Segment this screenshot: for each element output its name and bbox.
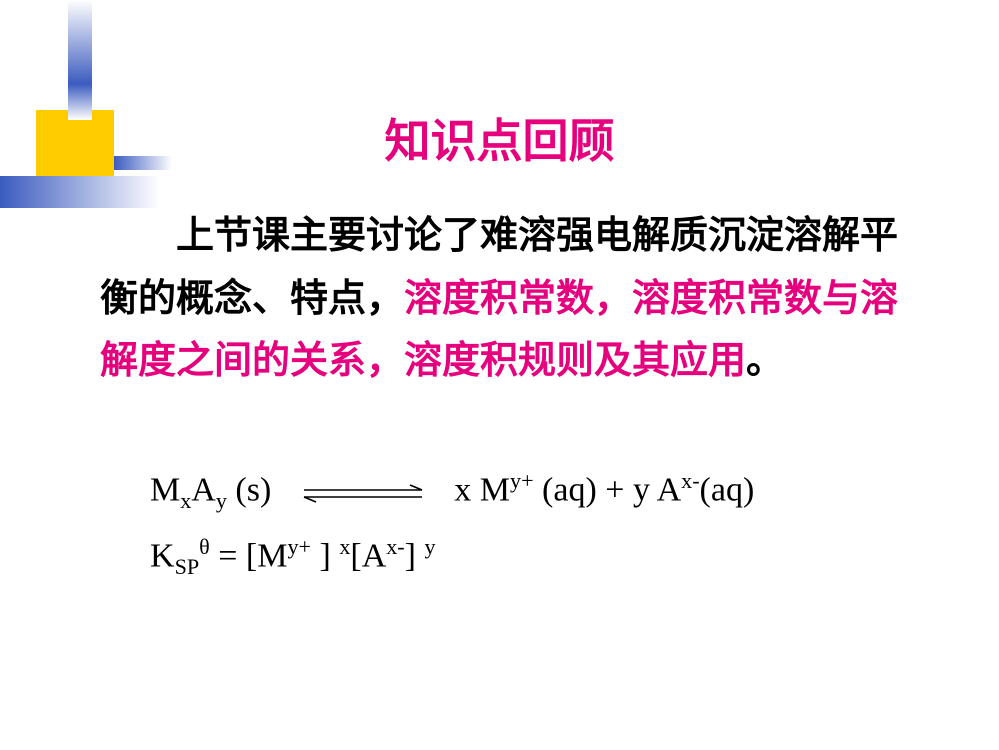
slide-container: 知识点回顾 上节课主要讨论了难溶强电解质沉淀溶解平衡的概念、特点，溶度积常数，溶…: [0, 0, 999, 750]
species-M: M: [150, 471, 180, 508]
deco-blue-bar-lower: [0, 176, 160, 208]
sub-x: x: [180, 488, 191, 513]
ion-M: M: [480, 471, 510, 508]
charge-xminus: x-: [681, 468, 699, 493]
slide-title: 知识点回顾: [0, 105, 999, 171]
ksp-exp-y: y: [424, 534, 435, 559]
ksp-K: K: [150, 537, 175, 574]
ksp-A-charge: x-: [386, 534, 404, 559]
state-aq1: (aq) +: [534, 471, 633, 508]
formula-block: MxAy (s) x My+ (aq) + y Ax-(aq) KSPθ = […: [150, 468, 754, 600]
ksp-sub-sp: SP: [175, 554, 200, 579]
paragraph-seg3: 。: [746, 340, 784, 382]
ksp-close1: ]: [311, 537, 339, 574]
ksp-open2: [: [350, 537, 361, 574]
ksp-exp-x: x: [339, 534, 350, 559]
ksp-expression: KSPθ = [My+ ] x[Ax-] y: [150, 534, 754, 580]
charge-yplus: y+: [510, 468, 534, 493]
deco-blue-vertical: [68, 0, 92, 120]
state-solid: (s): [227, 471, 271, 508]
ksp-theta: θ: [199, 534, 210, 559]
ksp-equals-open: = [: [210, 537, 258, 574]
coeff-y: y: [633, 471, 657, 508]
coeff-x: x: [454, 471, 480, 508]
ksp-M-charge: y+: [287, 534, 311, 559]
ksp-close2: ]: [405, 537, 425, 574]
species-A: A: [191, 471, 216, 508]
body-paragraph: 上节课主要讨论了难溶强电解质沉淀溶解平衡的概念、特点，溶度积常数，溶度积常数与溶…: [100, 205, 920, 393]
ksp-M: M: [257, 537, 287, 574]
equilibrium-equation: MxAy (s) x My+ (aq) + y Ax-(aq): [150, 468, 754, 514]
ion-A: A: [657, 471, 682, 508]
equilibrium-arrows-icon: [298, 482, 428, 504]
state-aq2: (aq): [700, 471, 755, 508]
ksp-A: A: [362, 537, 387, 574]
sub-y: y: [216, 488, 227, 513]
